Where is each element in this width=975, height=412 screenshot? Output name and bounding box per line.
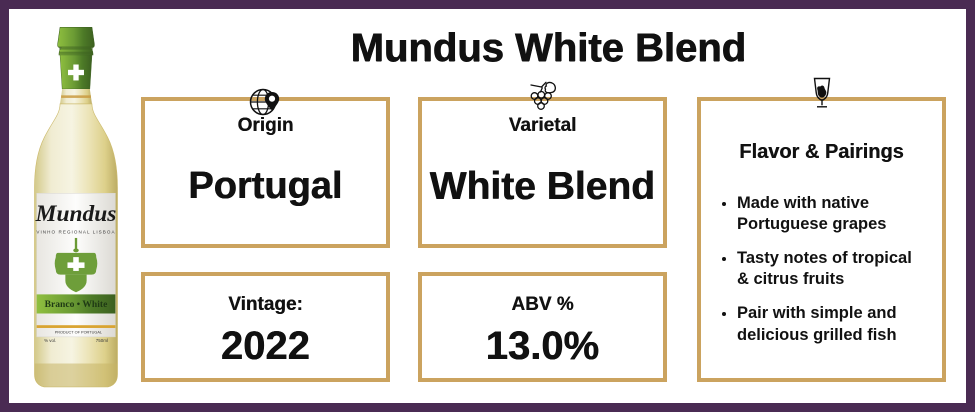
svg-text:VINHO REGIONAL LISBOA: VINHO REGIONAL LISBOA xyxy=(36,230,115,235)
svg-text:PRODUCT OF PORTUGAL: PRODUCT OF PORTUGAL xyxy=(55,331,102,335)
svg-text:% vol.: % vol. xyxy=(44,338,56,343)
svg-text:Mundus: Mundus xyxy=(35,201,117,227)
svg-text:Branco • White: Branco • White xyxy=(45,299,108,310)
svg-text:750ml: 750ml xyxy=(96,338,108,343)
